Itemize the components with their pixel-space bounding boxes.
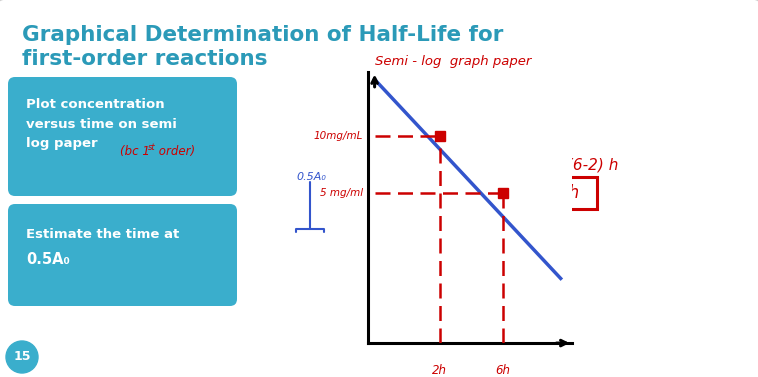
Circle shape — [6, 341, 38, 373]
Text: 2h: 2h — [432, 364, 447, 377]
Text: log paper: log paper — [26, 138, 98, 150]
Text: st: st — [148, 144, 155, 153]
Text: Graphical Determination of Half-Life for: Graphical Determination of Half-Life for — [22, 25, 503, 45]
Text: versus time on semi: versus time on semi — [26, 118, 177, 130]
Text: =: = — [520, 187, 533, 201]
Text: order): order) — [155, 146, 195, 158]
Text: + ½ = (6-2) h: + ½ = (6-2) h — [512, 158, 619, 173]
Text: Semi - log  graph paper: Semi - log graph paper — [375, 55, 531, 67]
Text: (bc 1: (bc 1 — [120, 144, 150, 158]
Text: first-order reactions: first-order reactions — [22, 49, 268, 69]
Text: 0.5A₀: 0.5A₀ — [26, 251, 70, 267]
Text: Estimate the time at: Estimate the time at — [26, 227, 179, 241]
FancyBboxPatch shape — [8, 204, 237, 306]
Text: 5 mg/ml: 5 mg/ml — [320, 188, 363, 198]
Text: 15: 15 — [13, 351, 31, 363]
FancyBboxPatch shape — [8, 77, 237, 196]
Text: 6h: 6h — [495, 364, 510, 377]
Text: Plot concentration: Plot concentration — [26, 98, 164, 110]
Text: 10mg/mL: 10mg/mL — [314, 131, 363, 141]
Text: 4h: 4h — [559, 184, 580, 202]
Text: 0.5A₀: 0.5A₀ — [296, 172, 326, 182]
